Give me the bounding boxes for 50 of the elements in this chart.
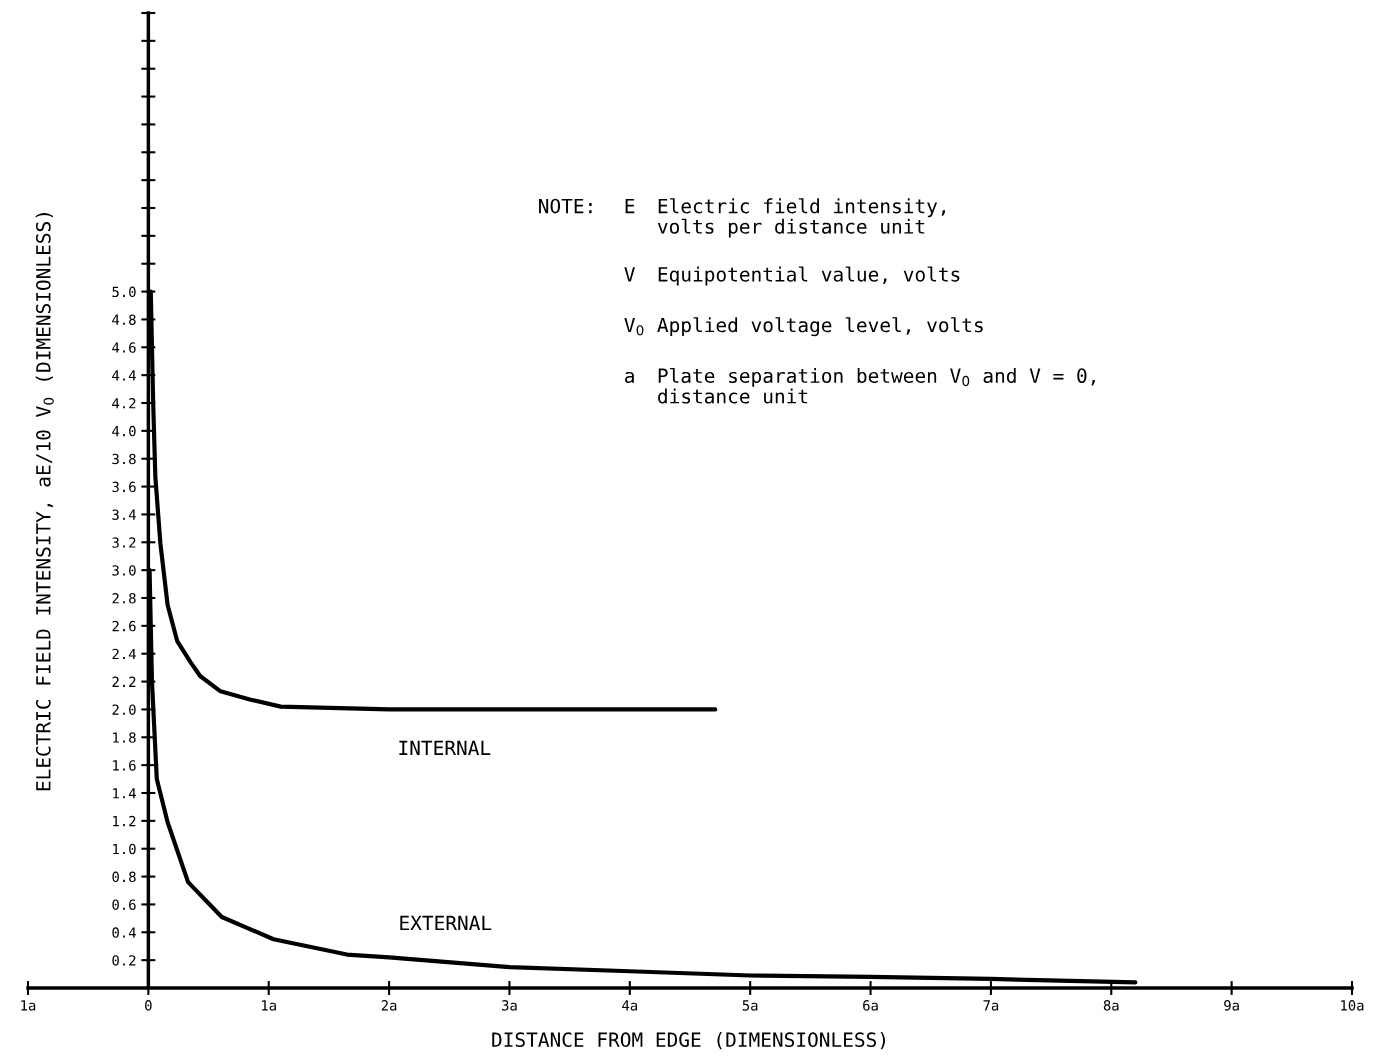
y-tick-label: 3.6 <box>112 481 136 493</box>
y-tick-label: 3.4 <box>112 509 136 520</box>
x-tick-label: 1a <box>21 1000 36 1011</box>
annotation: V <box>624 267 635 282</box>
y-tick-label: 2.8 <box>112 593 136 604</box>
x-tick-label: 8a <box>1103 1000 1119 1011</box>
annotation: Equipotential value, volts <box>658 266 960 286</box>
y-tick-label: 1.8 <box>113 732 136 743</box>
text: ELECTRIC FIELD INTENSITY, aE/10 V$_{0}$ (DIMENSIONLESS) <box>35 213 54 791</box>
x-tick-label: 5a <box>742 1000 758 1011</box>
x-tick-label: 4a <box>622 1000 637 1011</box>
y-tick-label: 5.0 <box>112 286 136 298</box>
y-tick-label: 4.0 <box>112 425 136 437</box>
annotation: NOTE: <box>539 198 592 214</box>
series-label: EXTERNAL <box>400 915 492 931</box>
y-tick-label: 1.2 <box>113 815 136 827</box>
x-tick-label: 6a <box>863 1000 878 1011</box>
y-tick-label: 3.2 <box>112 537 136 548</box>
y-tick-label: 3.0 <box>112 565 136 576</box>
y-tick-label: 1.6 <box>113 760 136 771</box>
y-tick-label: 0.8 <box>112 871 136 883</box>
x-tick-label: 7a <box>983 1000 999 1011</box>
annotation: V$_{0}$ <box>624 317 644 336</box>
x-tick-label: 10a <box>1341 1000 1364 1011</box>
annotation: a <box>625 371 634 384</box>
y-tick-label: 1.0 <box>113 843 136 855</box>
annotation: Applied voltage level, volts <box>657 317 983 337</box>
y-tick-label: 4.8 <box>112 314 136 325</box>
x-axis-title: DISTANCE FROM EDGE (DIMENSIONLESS) <box>492 1032 885 1050</box>
annotation: Electric field intensity, volts per distance unit <box>657 198 946 238</box>
y-tick-label: 1.4 <box>113 788 136 799</box>
y-tick-label: 2.6 <box>112 620 136 632</box>
text: Plate separation between V$_{0}$ and V = 0, distance unit <box>658 367 1095 404</box>
y-tick-label: 4.4 <box>112 370 136 381</box>
y-tick-label: 2.4 <box>112 648 136 660</box>
x-tick-label: 9a <box>1224 1000 1239 1011</box>
y-tick-label: 2.2 <box>112 676 136 687</box>
y-tick-label: 0.6 <box>112 899 136 910</box>
x-tick-label: 0 <box>145 1000 152 1011</box>
y-tick-label: 3.8 <box>112 453 136 465</box>
y-tick-label: 0.4 <box>112 927 136 938</box>
x-tick-label: 3a <box>502 1000 517 1011</box>
y-tick-label: 2.0 <box>112 704 136 715</box>
y-tick-label: 0.2 <box>112 955 136 966</box>
annotation: E <box>625 198 635 214</box>
x-tick-label: 2a <box>381 1000 397 1011</box>
x-tick-label: 1a <box>262 1000 276 1011</box>
series-label: INTERNAL <box>399 740 491 755</box>
y-tick-label: 4.2 <box>112 398 136 409</box>
y-tick-label: 4.6 <box>112 342 136 353</box>
